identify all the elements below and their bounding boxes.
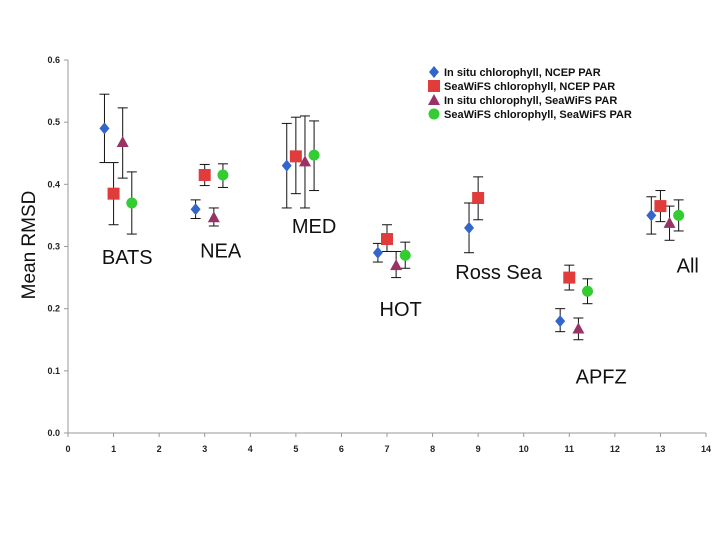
data-point-triangle — [116, 136, 129, 148]
x-tick-label: 4 — [248, 444, 253, 454]
site-label: All — [677, 256, 699, 278]
data-point-circle — [399, 249, 411, 261]
x-tick-label: 13 — [655, 444, 665, 454]
y-tick-label: 0.1 — [47, 366, 60, 376]
legend-label: SeaWiFS chlorophyll, NCEP PAR — [444, 81, 615, 93]
data-point-diamond — [429, 66, 439, 78]
data-markers — [99, 122, 685, 334]
x-tick-label: 7 — [384, 444, 389, 454]
site-label: Ross Sea — [455, 262, 543, 284]
legend-item: SeaWiFS chlorophyll, SeaWiFS PAR — [428, 108, 632, 121]
data-point-triangle — [428, 94, 440, 105]
y-tick-label: 0.6 — [47, 55, 60, 65]
data-point-square — [472, 192, 485, 205]
legend: In situ chlorophyll, NCEP PAR SeaWiFS chl… — [428, 66, 632, 121]
data-point-triangle — [390, 259, 403, 271]
x-tick-label: 1 — [111, 444, 116, 454]
x-tick-label: 8 — [430, 444, 435, 454]
x-tick-label: 5 — [293, 444, 298, 454]
site-labels: BATS NEA MED HOT Ross Sea APFZ All — [102, 216, 699, 388]
x-tick-label: 6 — [339, 444, 344, 454]
data-point-square — [381, 233, 393, 246]
data-point-square — [107, 187, 120, 200]
x-tick-label: 0 — [65, 444, 70, 454]
site-label: NEA — [200, 241, 242, 263]
axes: 0.00.10.20.30.40.50.60 1 2 3 4 5 6 7 8 9 10 11 12 13 1… — [47, 55, 711, 454]
data-point-triangle — [572, 322, 585, 334]
x-tick-label: 9 — [476, 444, 481, 454]
data-point-diamond — [372, 246, 383, 259]
data-point-triangle — [663, 216, 676, 228]
data-point-circle — [582, 285, 594, 297]
data-point-circle — [428, 108, 440, 120]
legend-label: SeaWiFS chlorophyll, SeaWiFS PAR — [444, 109, 632, 121]
legend-item: SeaWiFS chlorophyll, NCEP PAR — [428, 80, 615, 93]
legend-label: In situ chlorophyll, SeaWiFS PAR — [444, 95, 617, 107]
site-label: BATS — [102, 247, 153, 269]
data-point-circle — [217, 169, 229, 181]
data-point-circle — [673, 209, 685, 221]
site-label: HOT — [380, 299, 422, 321]
x-tick-label: 14 — [701, 444, 711, 454]
y-tick-label: 0.2 — [47, 304, 60, 314]
data-point-square — [198, 169, 211, 182]
site-label: APFZ — [576, 366, 627, 388]
data-point-diamond — [281, 159, 292, 172]
data-point-diamond — [99, 122, 110, 135]
data-point-square — [428, 80, 440, 92]
data-point-circle — [126, 197, 138, 209]
y-tick-label: 0.3 — [47, 242, 60, 252]
site-label: MED — [292, 216, 336, 238]
x-tick-label: 2 — [157, 444, 162, 454]
y-tick-label: 0.0 — [47, 428, 60, 438]
x-tick-label: 12 — [610, 444, 620, 454]
data-point-diamond — [646, 209, 657, 222]
legend-item: In situ chlorophyll, SeaWiFS PAR — [428, 94, 617, 107]
legend-item: In situ chlorophyll, NCEP PAR — [429, 66, 601, 79]
data-point-triangle — [207, 211, 220, 223]
data-point-square — [654, 200, 667, 213]
data-point-circle — [308, 149, 320, 161]
data-point-square — [563, 271, 576, 284]
x-tick-label: 10 — [519, 444, 529, 454]
legend-label: In situ chlorophyll, NCEP PAR — [444, 67, 601, 79]
y-axis-title: Mean RMSD — [19, 191, 40, 300]
data-point-triangle — [298, 155, 311, 167]
y-tick-label: 0.5 — [47, 117, 60, 127]
data-point-diamond — [190, 203, 201, 216]
x-tick-label: 3 — [202, 444, 207, 454]
data-point-diamond — [464, 221, 475, 234]
y-tick-label: 0.4 — [47, 179, 60, 189]
x-tick-label: 11 — [565, 444, 575, 454]
data-point-diamond — [555, 315, 566, 328]
data-point-square — [289, 150, 302, 163]
